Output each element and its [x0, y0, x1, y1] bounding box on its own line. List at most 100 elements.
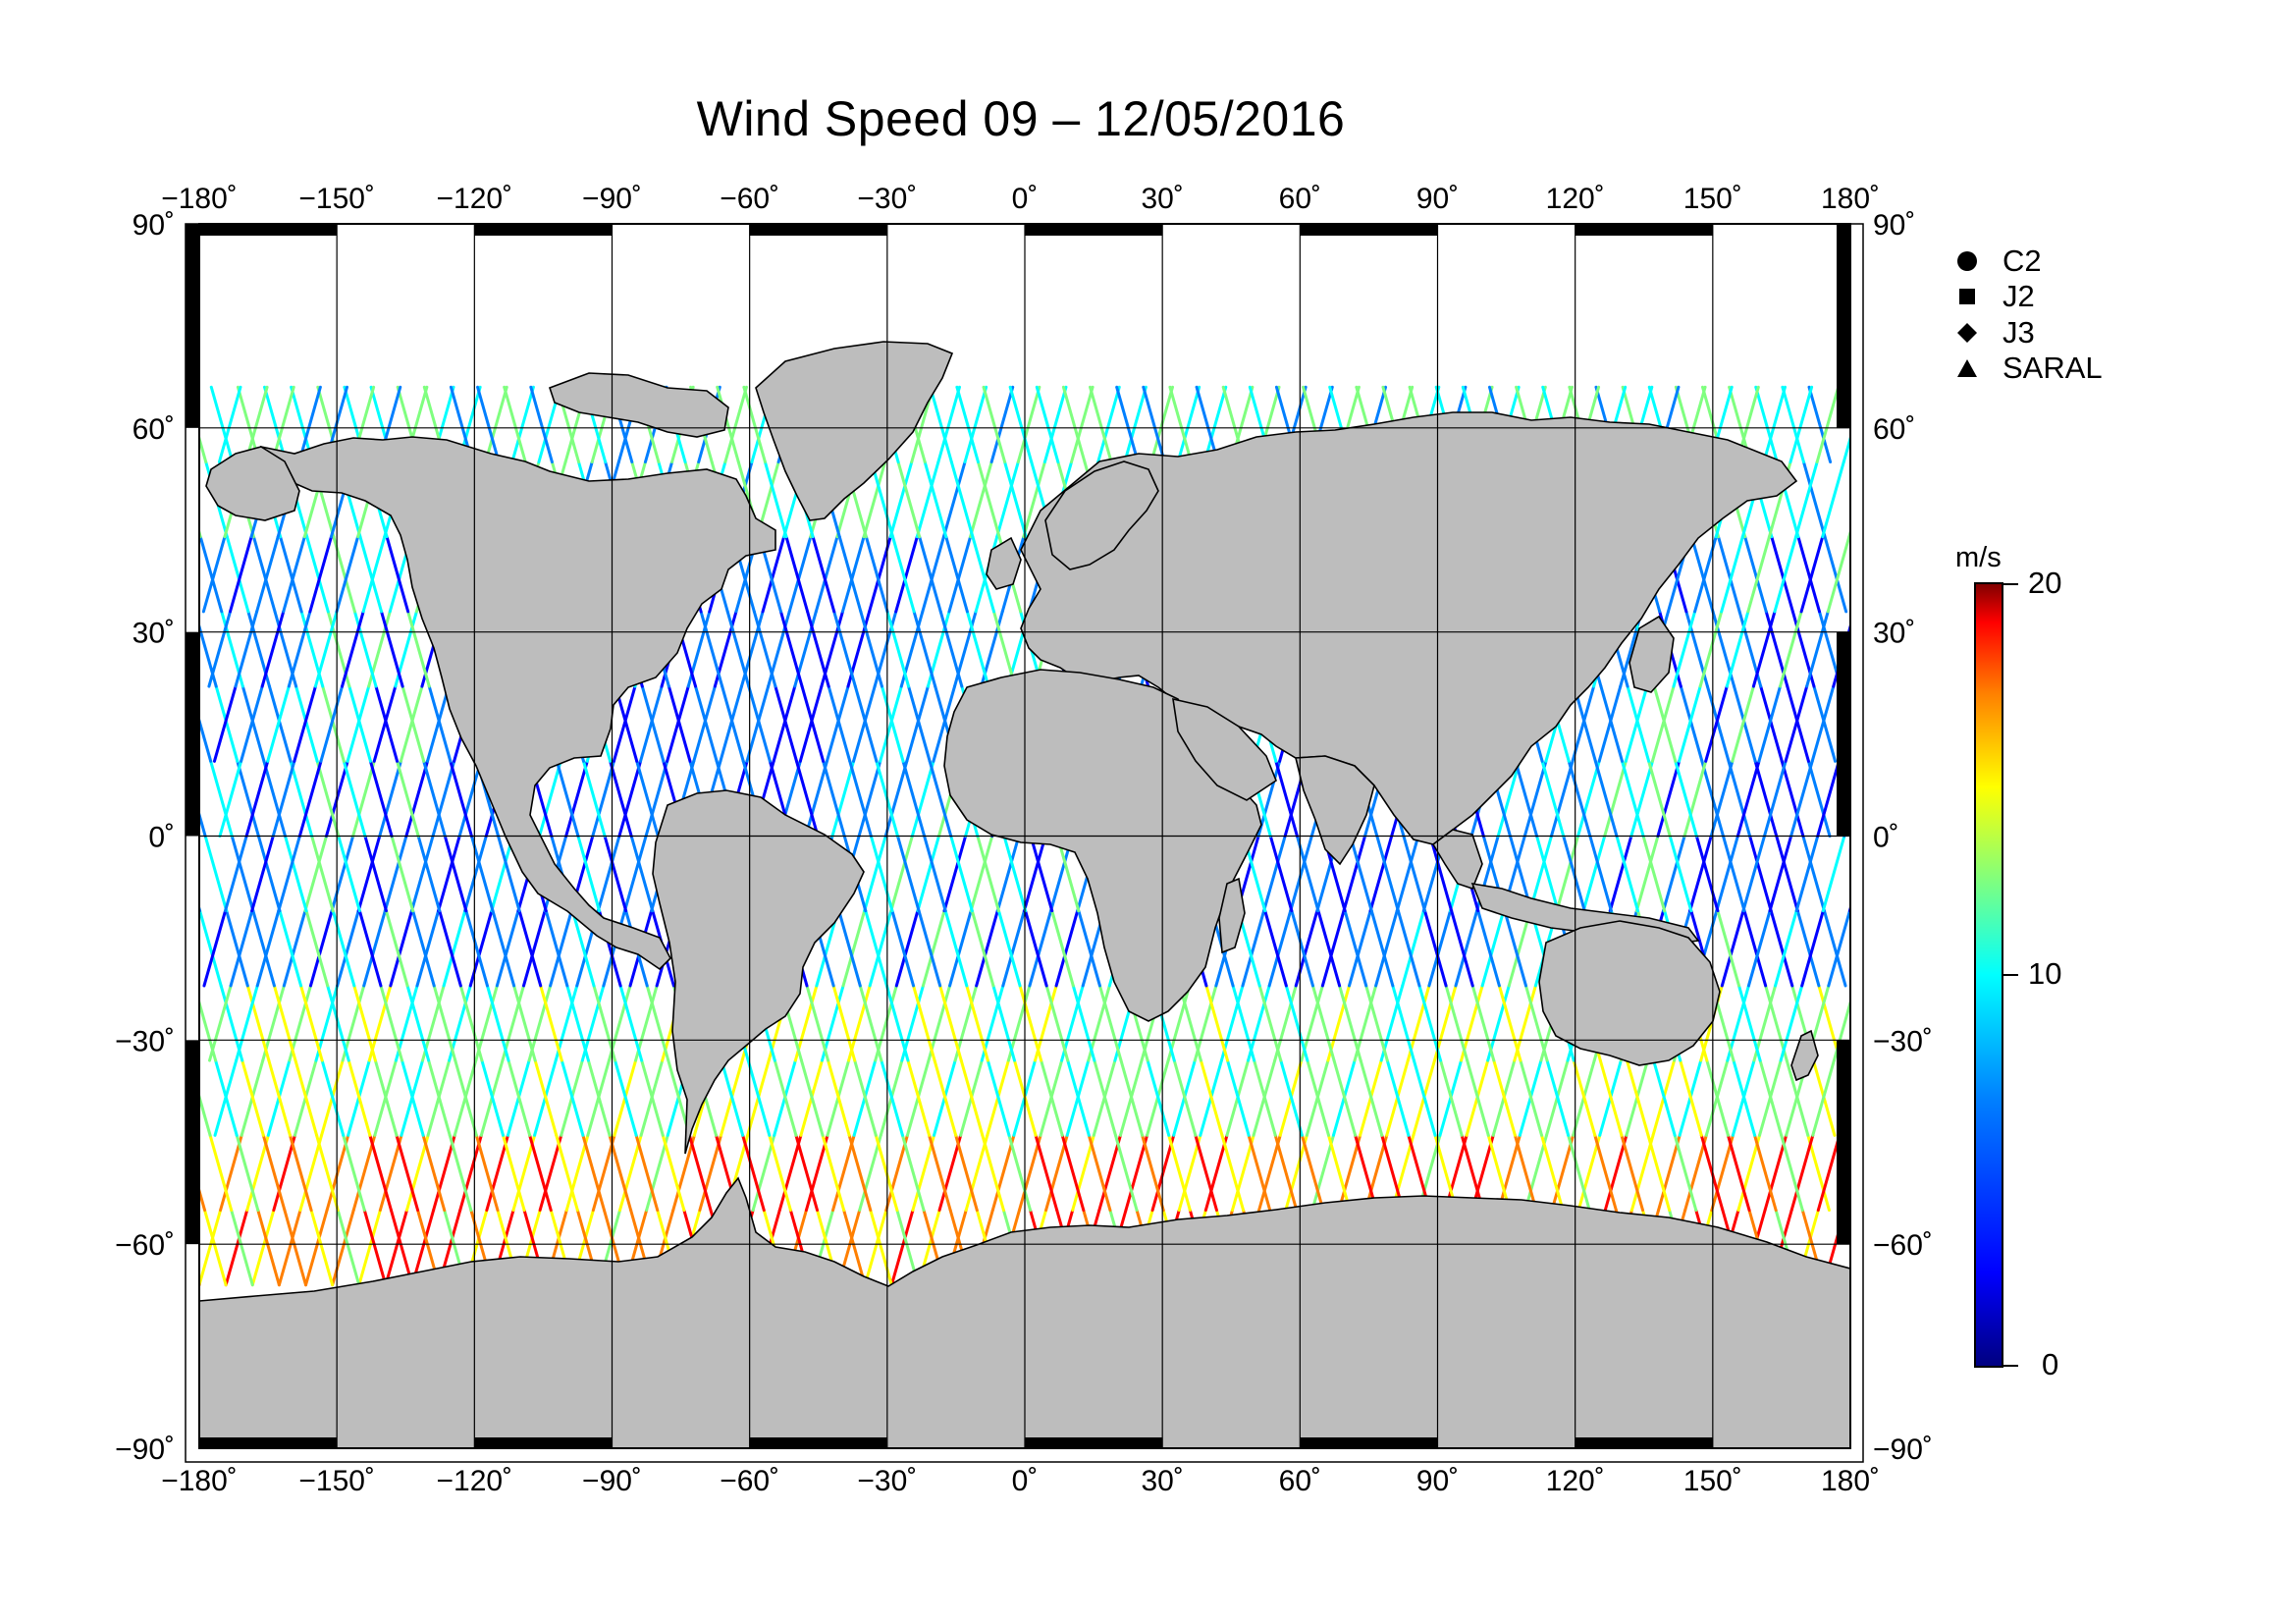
track-segment: [1731, 684, 1755, 763]
track-segment: [298, 1133, 324, 1213]
track-segment: [1247, 1133, 1272, 1213]
track-segment: [976, 835, 1000, 913]
track-segment: [199, 1185, 207, 1213]
track-segment: [1780, 1133, 1804, 1213]
lat-label-right: −90˚: [1873, 1434, 1933, 1466]
track-segment: [432, 1133, 456, 1213]
track-segment: [629, 835, 655, 913]
track-segment: [721, 684, 745, 763]
track-segment: [378, 1133, 403, 1213]
track-segment: [522, 909, 547, 988]
land-africa: [943, 669, 1262, 1022]
track-segment: [941, 460, 967, 539]
border-bar: [1837, 631, 1850, 837]
lon-label-bottom: −30˚: [857, 1465, 917, 1497]
track-segment: [309, 1209, 335, 1287]
track-segment: [1717, 535, 1741, 614]
track-segment: [271, 759, 296, 838]
track-segment: [933, 1058, 958, 1137]
track-segment: [1773, 535, 1798, 614]
track-segment: [1097, 984, 1123, 1062]
track-segment: [746, 1058, 772, 1137]
track-segment: [1699, 1133, 1725, 1213]
track-segment: [1598, 1058, 1624, 1137]
track-segment: [895, 835, 921, 913]
track-segment: [362, 1209, 388, 1287]
track-segment: [512, 984, 537, 1062]
land-japan: [1629, 615, 1675, 693]
track-segment: [965, 610, 990, 688]
track-segment: [645, 1133, 669, 1213]
track-segment: [1279, 1058, 1304, 1137]
track-segment: [1231, 984, 1256, 1062]
land-north-america: [260, 436, 776, 971]
track-segment: [618, 984, 644, 1062]
track-segment: [432, 984, 457, 1062]
track-segment: [1044, 1133, 1069, 1213]
track-segment: [1588, 835, 1613, 913]
track-segment: [1657, 1133, 1682, 1213]
track-segment: [1256, 759, 1282, 838]
track-segment: [1805, 610, 1830, 688]
track-segment: [884, 984, 910, 1062]
track-segment: [293, 684, 317, 763]
track-segment: [427, 684, 453, 763]
land-alaska: [205, 446, 300, 521]
track-segment: [885, 610, 911, 688]
track-segment: [938, 984, 963, 1062]
lon-label-bottom: −120˚: [437, 1465, 513, 1497]
track-segment: [1480, 909, 1506, 988]
track-segment: [427, 1058, 452, 1137]
diamond-icon: [1953, 319, 1981, 347]
track-segment: [1683, 1133, 1708, 1213]
track-segment: [404, 1133, 430, 1213]
track-segment: [256, 1209, 281, 1287]
track-segment: [1412, 1058, 1437, 1137]
track-segment: [906, 1058, 932, 1137]
track-segment: [1763, 1133, 1789, 1213]
track-segment: [304, 909, 330, 988]
track-segment: [351, 1133, 377, 1213]
track-segment: [395, 1133, 420, 1213]
track-segment: [380, 610, 404, 688]
track-segment: [326, 984, 350, 1062]
track-segment: [1796, 535, 1822, 614]
track-segment: [1368, 835, 1394, 913]
track-segment: [932, 684, 957, 763]
track-segment: [1496, 759, 1522, 838]
track-segment: [361, 535, 387, 614]
track-segment: [1003, 460, 1028, 539]
track-segment: [1226, 1058, 1251, 1137]
track-segment: [1176, 385, 1201, 463]
track-segment: [1603, 759, 1628, 838]
track-segment: [1842, 433, 1850, 463]
track-segment: [263, 385, 288, 463]
track-segment: [1203, 1133, 1229, 1213]
track-segment: [1720, 909, 1745, 988]
track-segment: [1513, 1133, 1538, 1213]
track-segment: [260, 610, 286, 688]
track-segment: [1017, 1133, 1042, 1213]
track-segment: [1741, 835, 1766, 913]
track-segment: [491, 909, 516, 988]
lat-label-left: 90˚: [133, 209, 175, 242]
track-segment: [564, 759, 589, 838]
track-segment: [1726, 1133, 1751, 1213]
track-segment: [474, 1133, 500, 1213]
track-segment: [1576, 759, 1601, 838]
track-segment: [912, 610, 937, 688]
track-segment: [399, 684, 424, 763]
track-segment: [1775, 835, 1799, 913]
track-segment: [591, 1133, 616, 1213]
track-segment: [581, 1133, 606, 1213]
track-segment: [409, 835, 435, 913]
track-segment: [1042, 385, 1068, 463]
track-segment: [699, 610, 724, 688]
track-segment: [1597, 684, 1623, 763]
track-segment: [745, 684, 771, 763]
track-segment: [565, 984, 590, 1062]
track-segment: [989, 385, 1015, 463]
track-segment: [449, 759, 473, 838]
track-segment: [1540, 1133, 1565, 1213]
track-segment: [199, 809, 207, 838]
